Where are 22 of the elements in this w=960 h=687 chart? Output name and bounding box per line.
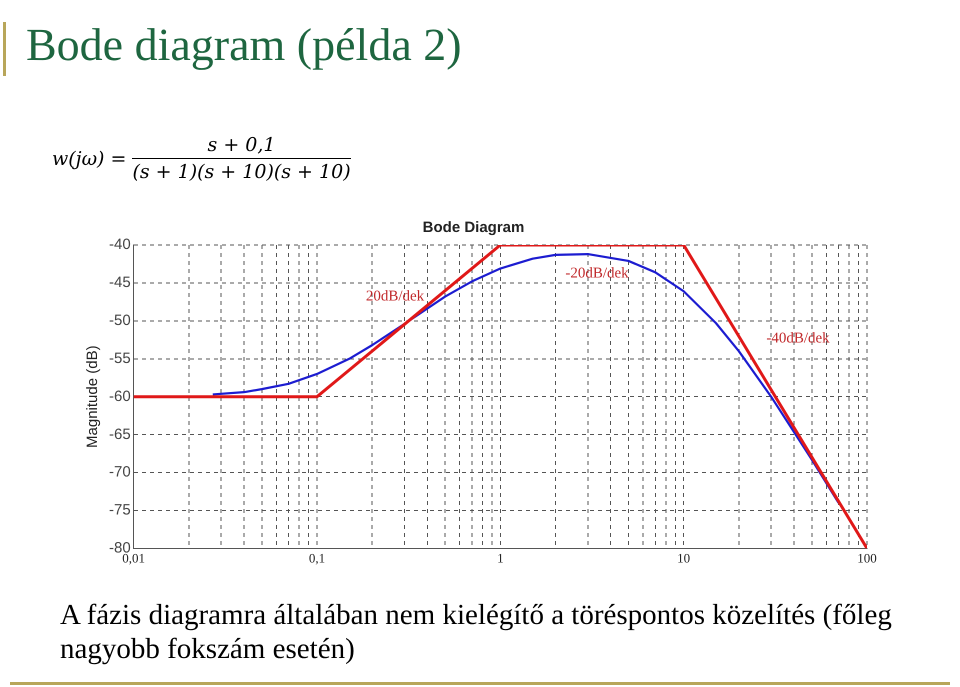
y-tick-label: -45 [108,274,131,292]
text: (s + 1)(s + 10)(s + 10) [132,160,351,183]
chart-title: Bode Diagram [422,219,524,236]
y-tick-label: -75 [108,502,131,519]
y-tick-label: -65 [108,426,131,443]
x-tick-label: 10 [677,550,690,566]
y-tick-label: -70 [108,464,131,481]
text: w(jω) = [52,148,126,170]
y-tick-label: -60 [108,388,131,405]
y-tick-label: -50 [108,312,131,329]
annotation: 20dB/dek [366,288,424,306]
chart-subtitle: Bode diagram (példa 2) [26,18,462,71]
annotation: -20dB/dek [565,266,629,282]
y-tick-label: -55 [108,350,131,367]
text: s + 0,1 [132,134,351,159]
text: A fázis diagramra általában nem kielégítő a töréspontos közelítés (főleg nagyobb fokszám esetén) [60,598,893,666]
x-tick-label: 0,1 [308,550,326,566]
y-axis-title: Magnitude (dB) [84,345,102,448]
x-tick-label: 100 [857,550,877,566]
x-tick-label: 1 [497,550,504,566]
y-tick-label: -40 [108,236,131,254]
annotation: -40dB/dek [766,330,830,348]
